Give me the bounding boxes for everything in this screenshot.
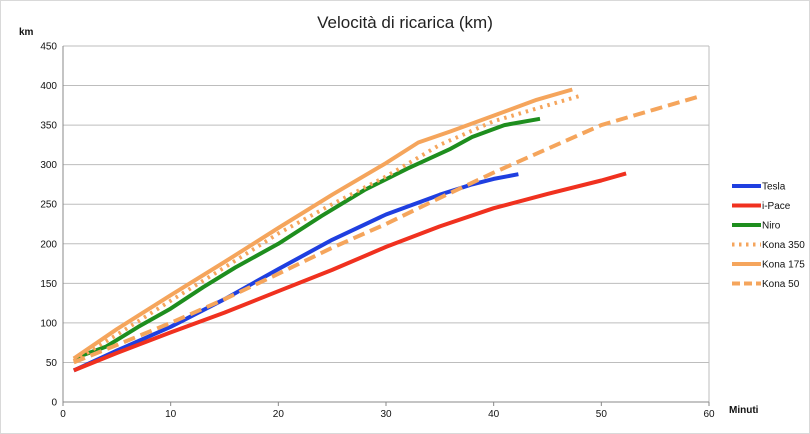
series-line-kona-175 — [72, 87, 573, 361]
x-tick-label: 30 — [380, 409, 392, 420]
x-tick-label: 20 — [273, 409, 285, 420]
chart-title: Velocità di ricarica (km) — [317, 13, 493, 32]
legend-label-kona-50: Kona 50 — [762, 279, 800, 290]
gridlines — [63, 45, 710, 402]
x-tick-label: 0 — [60, 409, 66, 420]
x-axis-label: Minuti — [729, 405, 759, 416]
y-tick-label: 150 — [40, 279, 57, 290]
y-tick-label: 0 — [51, 398, 57, 409]
legend: Tesla i-Pace Niro Kona 350 Kona 175 Kona 50 — [732, 182, 805, 290]
y-tick-label: 350 — [40, 121, 57, 132]
y-tick-label: 100 — [40, 318, 57, 329]
legend-label-kona-350: Kona 350 — [762, 240, 805, 251]
legend-label-i-pace: i-Pace — [762, 201, 791, 212]
tick-labels: 0 50 100 150 200 250 300 350 400 450 0 10 20 30 40 50 60 — [40, 42, 715, 421]
legend-label-kona-175: Kona 175 — [762, 260, 805, 271]
series-line-niro — [73, 116, 541, 361]
y-axis-label: km — [19, 27, 34, 38]
series-line-kona-50 — [73, 93, 703, 365]
y-tick-label: 300 — [40, 160, 57, 171]
x-tick-label: 40 — [488, 409, 500, 420]
series-lines — [72, 87, 703, 373]
y-tick-label: 50 — [46, 358, 58, 369]
series-line-i-pace — [73, 171, 627, 373]
x-tick-label: 60 — [703, 409, 715, 420]
legend-label-niro: Niro — [762, 221, 781, 232]
axes — [62, 46, 710, 406]
x-tick-label: 50 — [596, 409, 608, 420]
series-line-kona-350 — [72, 93, 584, 363]
x-tick-label: 10 — [165, 409, 177, 420]
y-tick-label: 450 — [40, 42, 57, 53]
y-tick-label: 250 — [40, 200, 57, 211]
series-line-tesla — [72, 172, 519, 373]
legend-label-tesla: Tesla — [762, 182, 786, 193]
y-tick-label: 400 — [40, 81, 57, 92]
y-tick-label: 200 — [40, 239, 57, 250]
